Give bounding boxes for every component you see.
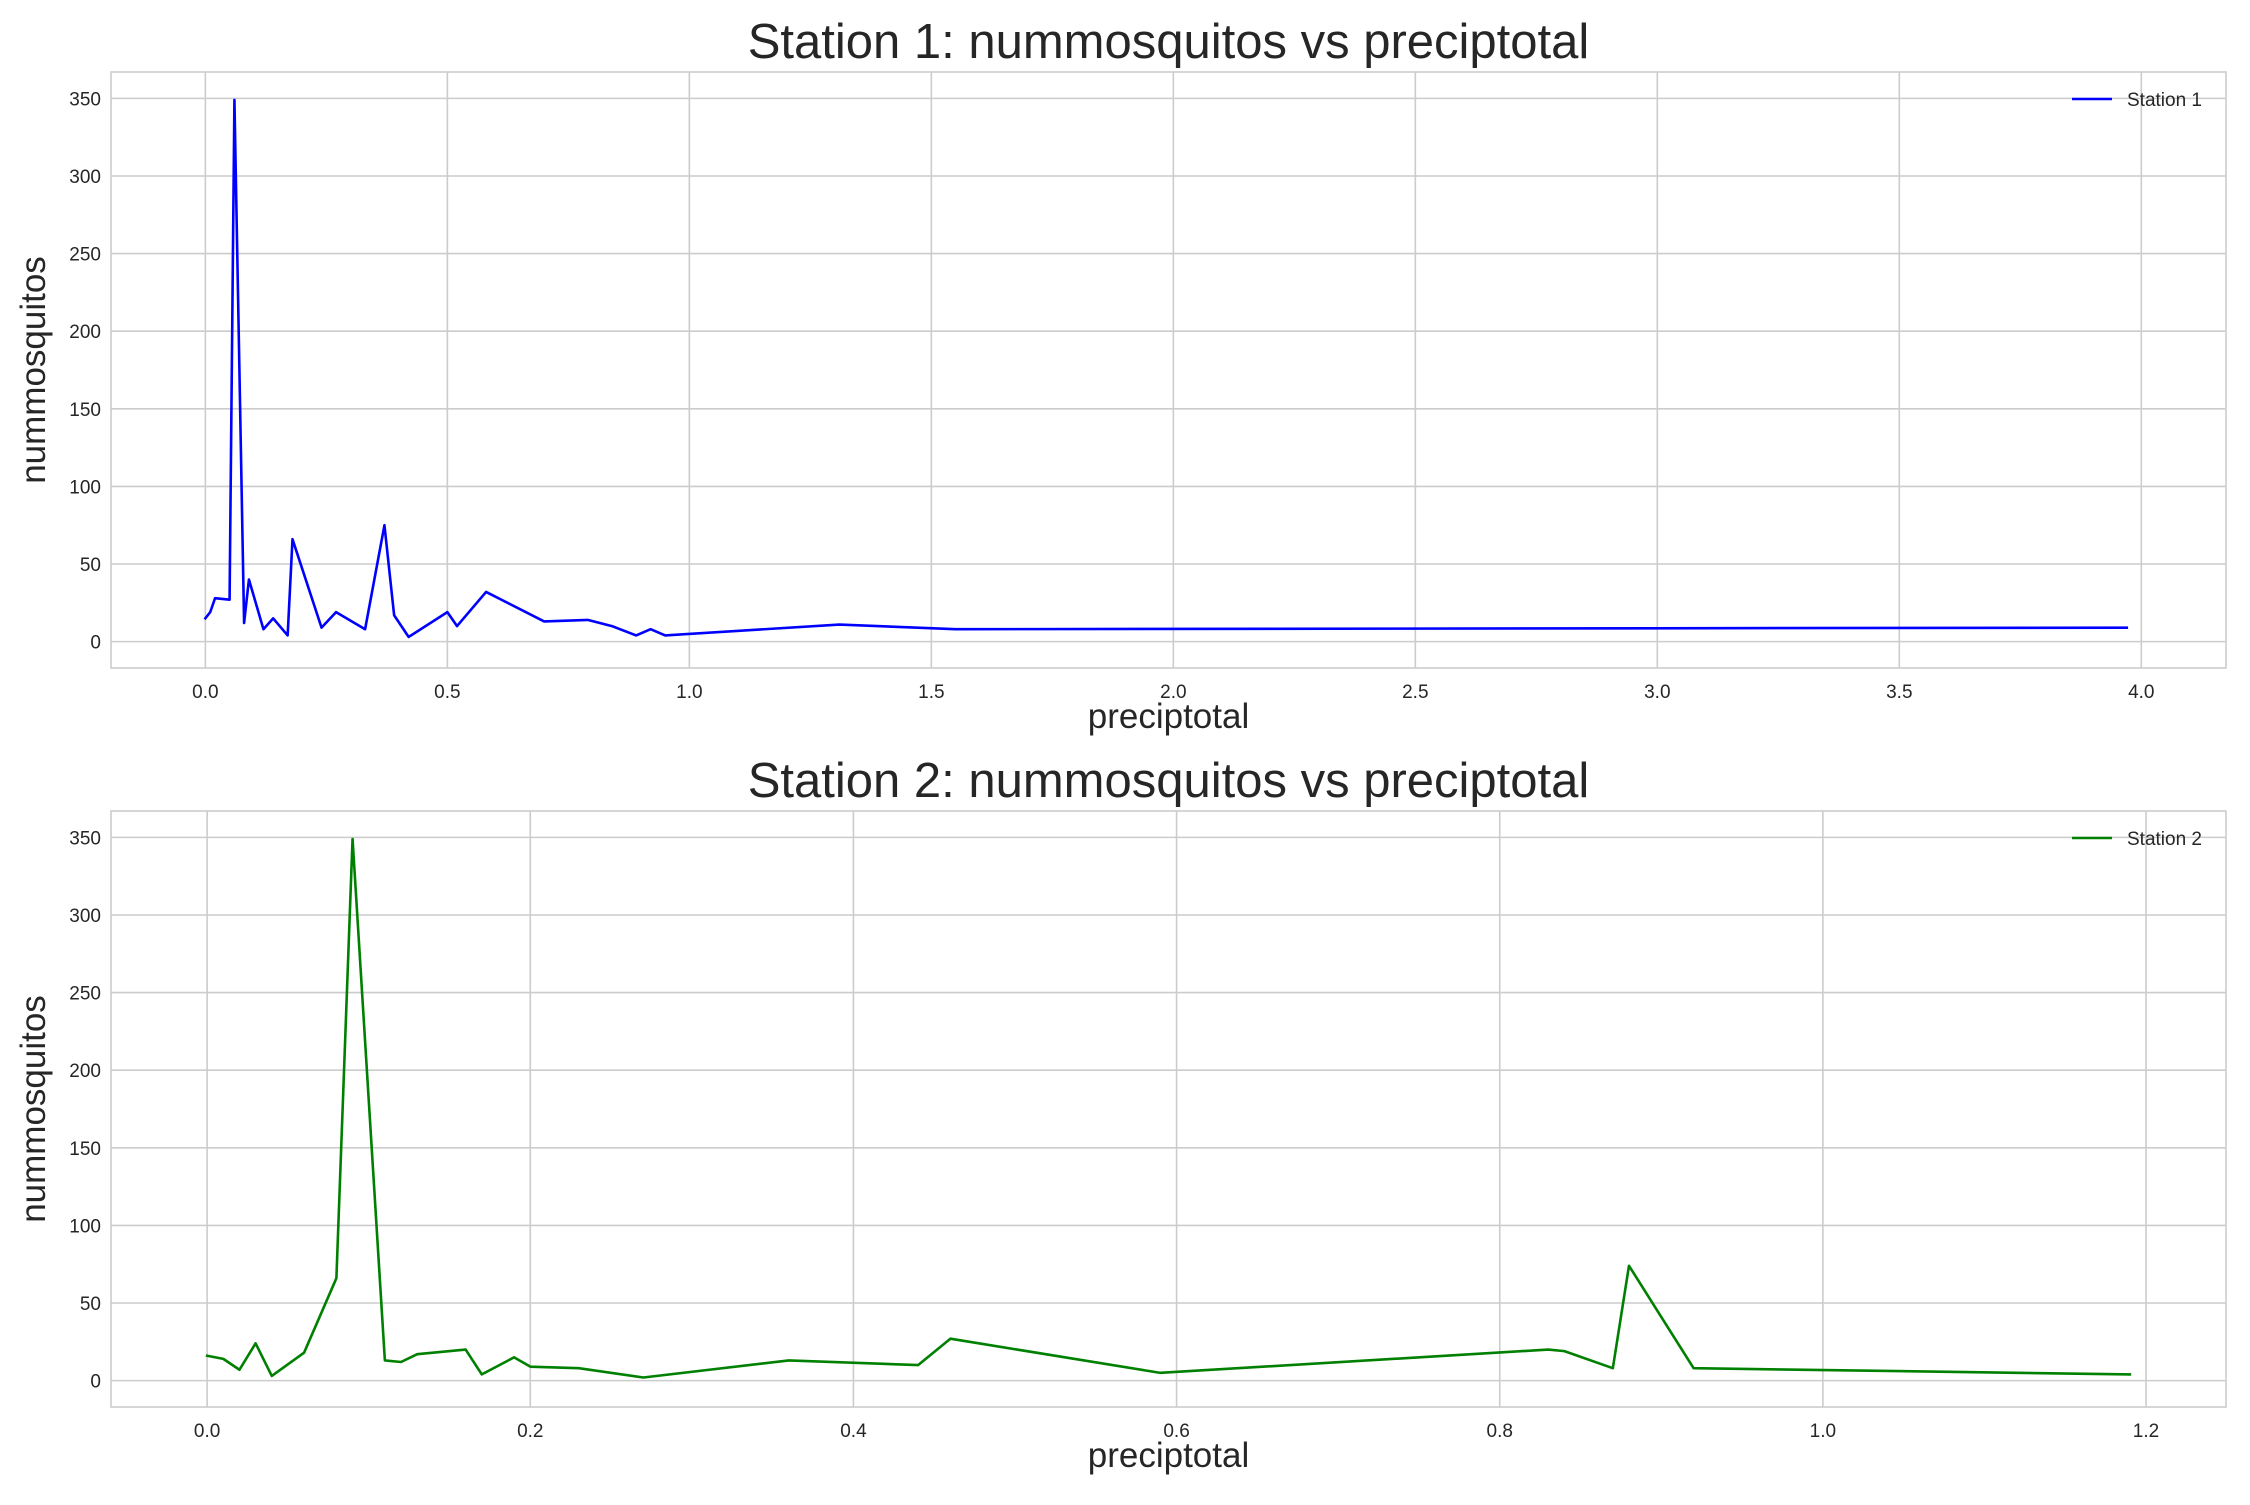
y-tick-label: 250 xyxy=(69,245,101,266)
y-axis-label: nummosquitos xyxy=(14,256,53,484)
chart-title: Station 2: nummosquitos vs preciptotal xyxy=(748,754,1590,808)
y-axis-label: nummosquitos xyxy=(14,995,53,1223)
y-tick-label: 250 xyxy=(69,984,101,1005)
x-tick-label: 0.2 xyxy=(517,1421,543,1442)
y-tick-label: 150 xyxy=(69,400,101,421)
x-axis-label: preciptotal xyxy=(1088,697,1249,736)
y-tick-label: 300 xyxy=(69,167,101,188)
axes-frame xyxy=(110,810,2227,1408)
y-tick-label: 350 xyxy=(69,828,101,849)
y-tick-label: 200 xyxy=(69,1061,101,1082)
subplot-station-2: 0.0 0.2 0.4 0.6 0.8 1.0 1.2 0 50 100 150 200 250 300 3… xyxy=(14,754,2227,1475)
axes-frame xyxy=(110,71,2227,669)
subplot-station-1: 0.0 0.5 1.0 1.5 2.0 2.5 3.0 3.5 4.0 0 50 100 150 200 2… xyxy=(14,15,2227,736)
chart-title: Station 1: nummosquitos vs preciptotal xyxy=(748,15,1590,69)
legend: Station 1 xyxy=(2072,90,2202,111)
legend-label: Station 1 xyxy=(2127,90,2202,111)
series-line-station-2 xyxy=(205,837,2132,1379)
series-line-station-1 xyxy=(203,98,2129,639)
x-axis-label: preciptotal xyxy=(1088,1436,1249,1475)
x-tick-label: 0.4 xyxy=(840,1421,867,1442)
x-tick-label: 2.5 xyxy=(1402,682,1428,703)
x-tick-label: 3.0 xyxy=(1644,682,1670,703)
x-tick-label: 1.0 xyxy=(1810,1421,1836,1442)
x-tick-label: 3.5 xyxy=(1886,682,1912,703)
legend: Station 2 xyxy=(2072,829,2202,850)
x-tick-label: 0.5 xyxy=(434,682,460,703)
y-tick-label: 200 xyxy=(69,322,101,343)
y-tick-label: 0 xyxy=(90,633,101,654)
y-tick-label: 150 xyxy=(69,1139,101,1160)
y-tick-label: 50 xyxy=(80,555,101,576)
y-tick-label: 300 xyxy=(69,906,101,927)
y-tick-label: 350 xyxy=(69,89,101,110)
y-tick-label: 100 xyxy=(69,1216,101,1237)
x-tick-label: 1.5 xyxy=(918,682,944,703)
x-tick-label: 0.0 xyxy=(192,682,218,703)
y-tick-label: 100 xyxy=(69,477,101,498)
x-tick-label: 1.0 xyxy=(676,682,702,703)
x-tick-label: 2.0 xyxy=(1160,682,1186,703)
x-tick-label: 0.6 xyxy=(1163,1421,1189,1442)
x-tick-label: 1.2 xyxy=(2133,1421,2159,1442)
x-tick-label: 0.0 xyxy=(194,1421,220,1442)
x-tick-label: 0.8 xyxy=(1487,1421,1513,1442)
y-tick-label: 0 xyxy=(90,1372,101,1393)
legend-label: Station 2 xyxy=(2127,829,2202,850)
x-tick-label: 4.0 xyxy=(2128,682,2154,703)
y-tick-label: 50 xyxy=(80,1294,101,1315)
